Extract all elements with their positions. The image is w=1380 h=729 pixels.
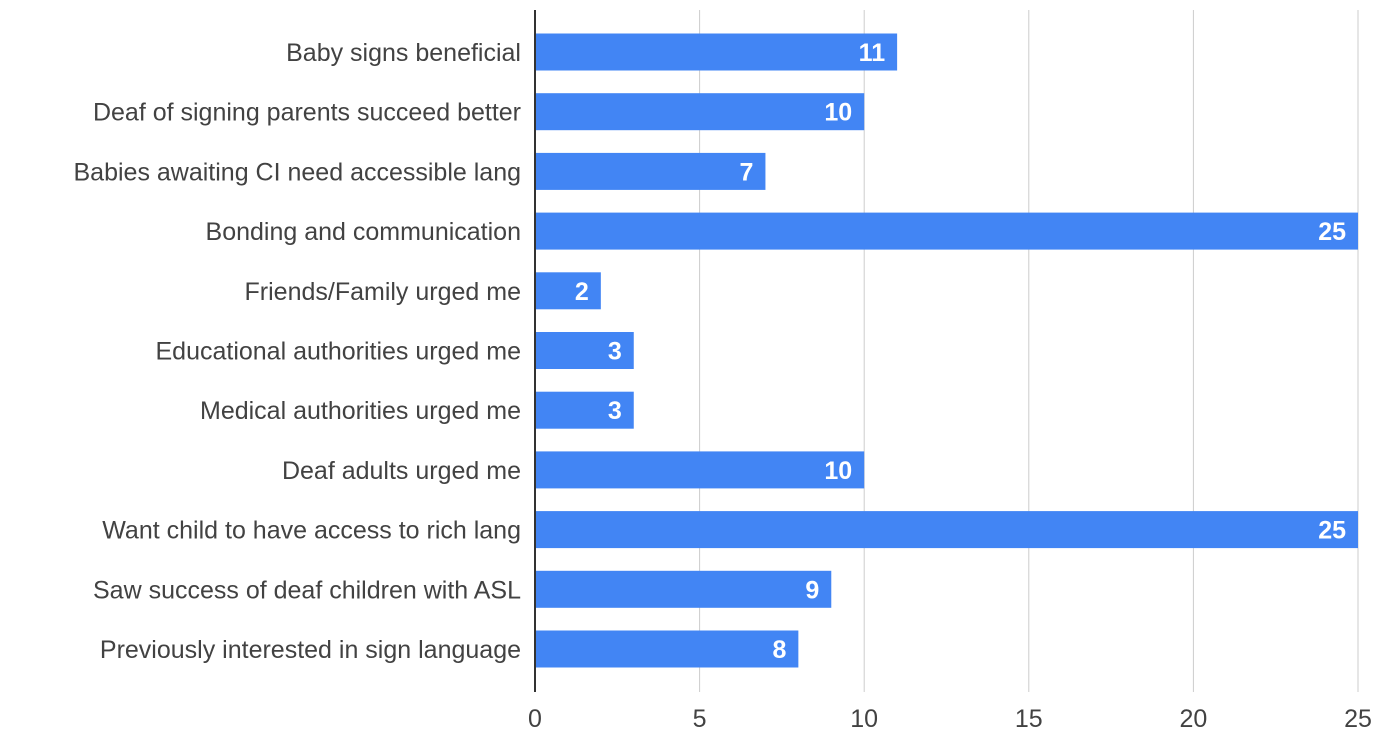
bar	[535, 570, 832, 608]
category-label: Saw success of deaf children with ASL	[93, 576, 521, 604]
bar-value-label: 11	[859, 39, 886, 67]
x-tick-label: 0	[528, 705, 542, 729]
category-label: Baby signs beneficial	[286, 39, 521, 67]
bar	[535, 630, 799, 668]
bar	[535, 511, 1358, 549]
bar-value-label: 2	[575, 278, 589, 306]
x-tick-label: 20	[1179, 705, 1207, 729]
x-tick-label: 15	[1015, 705, 1043, 729]
category-label: Previously interested in sign language	[100, 636, 521, 664]
x-tick-label: 25	[1344, 705, 1372, 729]
category-label: Medical authorities urged me	[200, 397, 521, 425]
category-label: Friends/Family urged me	[245, 278, 521, 306]
bar-value-label: 8	[772, 636, 786, 664]
bar	[535, 93, 865, 131]
category-label: Deaf adults urged me	[282, 457, 521, 485]
bar	[535, 332, 634, 369]
bar	[535, 272, 601, 310]
bar	[535, 391, 634, 429]
bar-value-label: 7	[740, 158, 754, 186]
labels: 0 5 10 15 20 25 Baby signs beneficial 11 Deaf of…	[74, 39, 1372, 729]
bar-value-label: 10	[824, 457, 852, 485]
x-tick-label: 10	[850, 705, 878, 729]
bar-value-label: 3	[608, 397, 622, 425]
bar-value-label: 25	[1318, 517, 1346, 545]
bar	[535, 152, 766, 190]
bar-value-label: 10	[824, 99, 852, 127]
category-label: Want child to have access to rich lang	[102, 517, 521, 545]
x-tick-label: 5	[693, 705, 707, 729]
category-label: Bonding and communication	[206, 218, 521, 246]
bar	[535, 212, 1358, 250]
category-label: Babies awaiting CI need accessible lang	[74, 158, 522, 186]
bar-value-label: 25	[1318, 218, 1346, 246]
category-label: Educational authorities urged me	[155, 338, 521, 366]
bar	[535, 33, 898, 71]
bar	[535, 451, 865, 489]
bars	[535, 33, 1358, 668]
category-label: Deaf of signing parents succeed better	[93, 99, 521, 127]
bar-value-label: 9	[805, 576, 819, 604]
bar-value-label: 3	[608, 338, 622, 366]
